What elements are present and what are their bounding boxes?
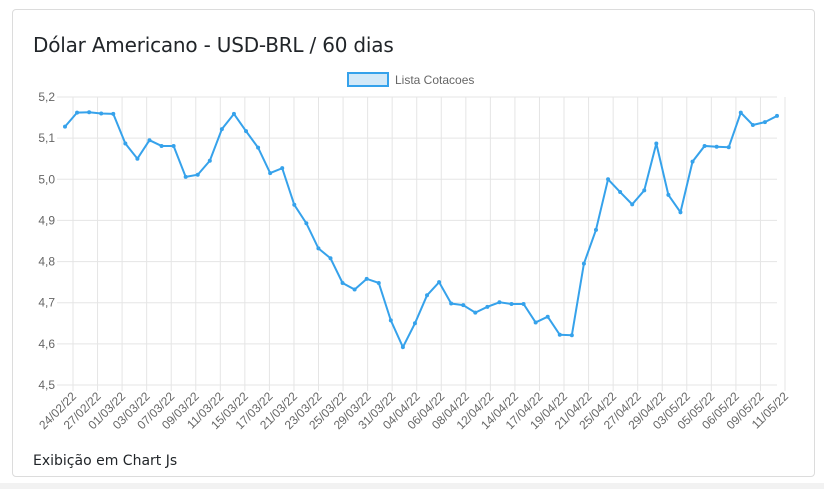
y-tick-label: 4,5 [38,378,55,392]
data-point[interactable] [654,141,659,146]
y-tick-label: 5,1 [38,131,55,145]
data-point[interactable] [87,110,92,115]
y-tick-label: 5,0 [38,172,55,186]
y-tick-label: 4,7 [38,296,55,310]
data-point[interactable] [171,143,176,148]
chart-card: Dólar Americano - USD-BRL / 60 dias Exib… [12,9,815,477]
y-axis-ticks: 5,2 5,1 5,0 4,9 4,8 4,7 4,6 4,5 [38,90,55,392]
data-point[interactable] [581,261,586,266]
data-point[interactable] [437,280,442,285]
data-point[interactable] [485,304,490,309]
data-point[interactable] [195,172,200,177]
card-title: Dólar Americano - USD-BRL / 60 dias [33,33,394,57]
data-point[interactable] [135,156,140,161]
y-tick-label: 4,8 [38,255,55,269]
data-point[interactable] [123,141,128,146]
data-point[interactable] [400,345,405,350]
data-point[interactable] [280,166,285,171]
data-point[interactable] [738,110,743,115]
data-point[interactable] [364,276,369,281]
data-point[interactable] [304,221,309,226]
page-bottom-strip [0,483,824,489]
data-point[interactable] [268,171,273,176]
data-point[interactable] [618,190,623,195]
data-point[interactable] [606,177,611,182]
data-point[interactable] [340,280,345,285]
data-point[interactable] [702,143,707,148]
data-point[interactable] [256,145,261,150]
data-point[interactable] [461,303,466,308]
data-point[interactable] [533,320,538,325]
data-point[interactable] [678,210,683,215]
data-point[interactable] [388,318,393,323]
y-tick-label: 5,2 [38,90,55,104]
x-axis-ticks: 24/02/2227/02/2201/03/2203/03/2207/03/22… [36,389,791,432]
data-point[interactable] [412,321,417,326]
data-point[interactable] [352,287,357,292]
data-point[interactable] [521,301,526,306]
data-point[interactable] [425,293,430,298]
data-point[interactable] [207,158,212,163]
data-point[interactable] [159,143,164,148]
card-footer: Exibição em Chart Js [33,453,178,469]
legend[interactable]: Lista Cotacoes [347,72,474,87]
series-line-lista-cotacoes [64,110,778,350]
data-point[interactable] [666,192,671,197]
data-point[interactable] [75,110,80,115]
data-point[interactable] [183,174,188,179]
series-points [63,110,779,350]
grid-lines [57,96,786,391]
data-point[interactable] [292,202,297,207]
data-point[interactable] [509,301,514,306]
legend-swatch[interactable] [347,72,389,87]
data-point[interactable] [231,111,236,116]
y-tick-label: 4,9 [38,213,55,227]
data-point[interactable] [219,127,224,132]
data-point[interactable] [328,256,333,261]
data-point[interactable] [630,202,635,207]
data-point[interactable] [690,159,695,164]
data-point[interactable] [569,333,574,338]
data-point[interactable] [111,111,116,116]
data-point[interactable] [376,280,381,285]
data-point[interactable] [473,310,478,315]
data-point[interactable] [545,314,550,319]
data-point[interactable] [63,124,67,129]
data-point[interactable] [726,145,731,150]
data-point[interactable] [762,120,767,125]
y-tick-label: 4,6 [38,337,55,351]
data-point[interactable] [99,111,104,116]
data-point[interactable] [593,227,598,232]
legend-label[interactable]: Lista Cotacoes [395,73,474,87]
data-point[interactable] [244,129,249,134]
data-point[interactable] [147,138,152,143]
data-point[interactable] [316,246,321,251]
data-point[interactable] [449,301,454,306]
data-point[interactable] [642,188,647,193]
data-point[interactable] [497,300,502,305]
data-point[interactable] [714,144,719,149]
data-point[interactable] [750,122,755,127]
data-point[interactable] [775,113,779,118]
data-point[interactable] [557,332,562,337]
